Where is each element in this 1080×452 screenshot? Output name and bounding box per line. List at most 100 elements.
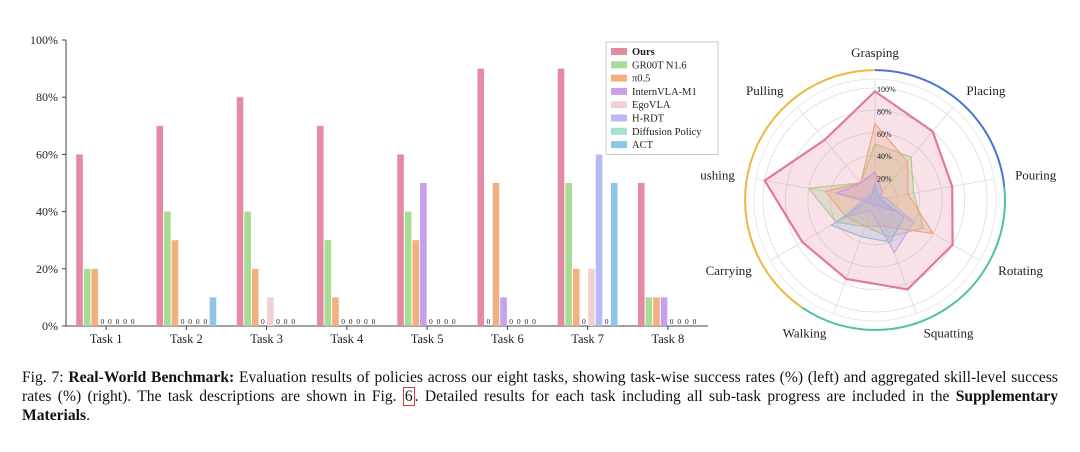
bar-gr00t-n1-6-task-3 bbox=[244, 211, 251, 326]
bar-act-task-7 bbox=[610, 183, 618, 326]
zero-label-diffusion-policy-task-7: 0 bbox=[605, 317, 609, 326]
radar-ring-label: 60% bbox=[877, 130, 892, 139]
bar-ours-task-5 bbox=[397, 154, 404, 326]
radar-spoke bbox=[755, 178, 876, 201]
radar-arc-top bbox=[874, 69, 1006, 187]
bar-0-5-task-5 bbox=[412, 240, 420, 326]
legend-label-diffusion-policy: Diffusion Policy bbox=[632, 127, 702, 138]
legend-swatch-act bbox=[611, 141, 627, 149]
x-tick-label-task-8: Task 8 bbox=[651, 332, 684, 346]
radar-axis-label-placing: Placing bbox=[966, 83, 1005, 98]
zero-label-act-task-4: 0 bbox=[372, 317, 376, 326]
zero-label-diffusion-policy-task-6: 0 bbox=[525, 317, 529, 326]
zero-label-egovla-task-2: 0 bbox=[188, 317, 192, 326]
radar-axis-label-pushing: Pushing bbox=[700, 167, 735, 182]
radar-ring-label: 80% bbox=[877, 107, 892, 116]
caption-text-1: Evaluation results of policies across ou… bbox=[22, 369, 1058, 405]
zero-label-internvla-m1-task-3: 0 bbox=[261, 317, 265, 326]
y-tick-label: 40% bbox=[36, 205, 58, 219]
bar-ours-task-6 bbox=[477, 68, 485, 326]
bar-gr00t-n1-6-task-1 bbox=[83, 268, 91, 326]
legend-label-egovla: EgoVLA bbox=[632, 100, 671, 111]
zero-label-act-task-1: 0 bbox=[131, 317, 135, 326]
x-tick-label-task-5: Task 5 bbox=[411, 332, 444, 346]
bar-0-5-task-2 bbox=[171, 240, 179, 326]
bar-egovla-task-3 bbox=[267, 297, 274, 326]
legend-swatch-internvla-m1 bbox=[611, 87, 627, 95]
x-tick-label-task-1: Task 1 bbox=[90, 332, 123, 346]
radar-spoke bbox=[874, 199, 917, 314]
radar-chart: 20% 40% 60% 80% 100% Grasping Placing Pouring Ro… bbox=[700, 45, 1057, 341]
zero-label-h-rdt-task-5: 0 bbox=[437, 317, 441, 326]
zero-label-diffusion-policy-task-8: 0 bbox=[685, 317, 689, 326]
x-tick-label-task-2: Task 2 bbox=[170, 332, 203, 346]
zero-label-h-rdt-task-2: 0 bbox=[196, 317, 200, 326]
radar-spoke bbox=[796, 107, 876, 201]
zero-label-gr00t-n1-6-task-6: 0 bbox=[487, 317, 491, 326]
radar-arc-left bbox=[744, 69, 876, 309]
bar-ours-task-7 bbox=[557, 68, 565, 326]
caption-figure-reference[interactable]: 6 bbox=[402, 387, 415, 406]
bar-internvla-m1-task-5 bbox=[420, 183, 427, 326]
figure-caption: Fig. 7: Real-World Benchmark: Evaluation… bbox=[22, 368, 1058, 425]
radar-series-gr00t-n1-6 bbox=[807, 143, 925, 238]
bar-0-5-task-6 bbox=[492, 183, 500, 326]
zero-label-diffusion-policy-task-5: 0 bbox=[444, 317, 448, 326]
legend-swatch-diffusion-policy bbox=[611, 127, 627, 135]
legend-label-0-5: π0.5 bbox=[632, 74, 650, 85]
zero-label-internvla-m1-task-7: 0 bbox=[582, 317, 586, 326]
zero-label-h-rdt-task-8: 0 bbox=[677, 317, 681, 326]
bar-0-5-task-8 bbox=[653, 297, 660, 326]
bar-0-5-task-7 bbox=[572, 268, 580, 326]
bar-gr00t-n1-6-task-7 bbox=[565, 183, 572, 326]
zero-label-egovla-task-6: 0 bbox=[509, 317, 513, 326]
bar-gr00t-n1-6-task-2 bbox=[164, 211, 171, 326]
bar-egovla-task-7 bbox=[588, 268, 595, 326]
zero-label-diffusion-policy-task-4: 0 bbox=[364, 317, 368, 326]
x-tick-label-task-6: Task 6 bbox=[491, 332, 524, 346]
caption-text-3: . bbox=[86, 407, 90, 424]
zero-label-egovla-task-5: 0 bbox=[429, 317, 433, 326]
caption-text-2: . Detailed results for each task includi… bbox=[414, 388, 956, 405]
radar-axis-label-walking: Walking bbox=[783, 326, 827, 341]
y-tick-label: 80% bbox=[36, 90, 58, 104]
radar-series-h-rdt bbox=[844, 187, 915, 254]
zero-label-act-task-3: 0 bbox=[291, 317, 295, 326]
zero-label-act-task-8: 0 bbox=[693, 317, 697, 326]
zero-label-internvla-m1-task-2: 0 bbox=[181, 317, 185, 326]
legend-label-h-rdt: H-RDT bbox=[632, 114, 665, 125]
bar-ours-task-2 bbox=[156, 125, 164, 326]
bar-ours-task-8 bbox=[637, 183, 645, 326]
bar-internvla-m1-task-8 bbox=[660, 297, 668, 326]
radar-ring-label: 40% bbox=[877, 152, 892, 161]
bar-internvla-m1-task-6 bbox=[500, 297, 507, 326]
zero-label-h-rdt-task-4: 0 bbox=[356, 317, 360, 326]
zero-label-internvla-m1-task-4: 0 bbox=[341, 317, 345, 326]
bar-gr00t-n1-6-task-4 bbox=[324, 240, 332, 326]
radar-axis-label-grasping: Grasping bbox=[851, 45, 899, 60]
legend-label-act: ACT bbox=[632, 140, 654, 151]
legend-swatch-gr00t-n1-6 bbox=[611, 61, 627, 69]
caption-bold-title: Real-World Benchmark: bbox=[68, 369, 235, 386]
legend-box bbox=[605, 41, 719, 155]
radar-spoke bbox=[770, 199, 876, 261]
radar-axis-label-carrying: Carrying bbox=[706, 263, 753, 278]
zero-label-diffusion-policy-task-1: 0 bbox=[123, 317, 127, 326]
legend-label-internvla-m1: InternVLA-M1 bbox=[632, 87, 697, 98]
bar-act-task-2 bbox=[209, 297, 217, 326]
radar-axis-label-pulling: Pulling bbox=[746, 83, 784, 98]
radar-ring-label: 100% bbox=[877, 85, 896, 94]
bar-gr00t-n1-6-task-5 bbox=[404, 211, 412, 326]
radar-axis-label-rotating: Rotating bbox=[998, 263, 1043, 278]
zero-label-egovla-task-1: 0 bbox=[108, 317, 112, 326]
radar-series-ours bbox=[763, 89, 954, 291]
radar-series-0-5 bbox=[824, 122, 935, 235]
legend-swatch-0-5 bbox=[611, 74, 627, 82]
x-tick-label-task-3: Task 3 bbox=[250, 332, 283, 346]
radar-axis-label-pouring: Pouring bbox=[1015, 167, 1057, 182]
bar-0-5-task-3 bbox=[251, 268, 259, 326]
radar-axis-label-squatting: Squatting bbox=[924, 326, 974, 341]
bar-ours-task-4 bbox=[316, 125, 324, 326]
